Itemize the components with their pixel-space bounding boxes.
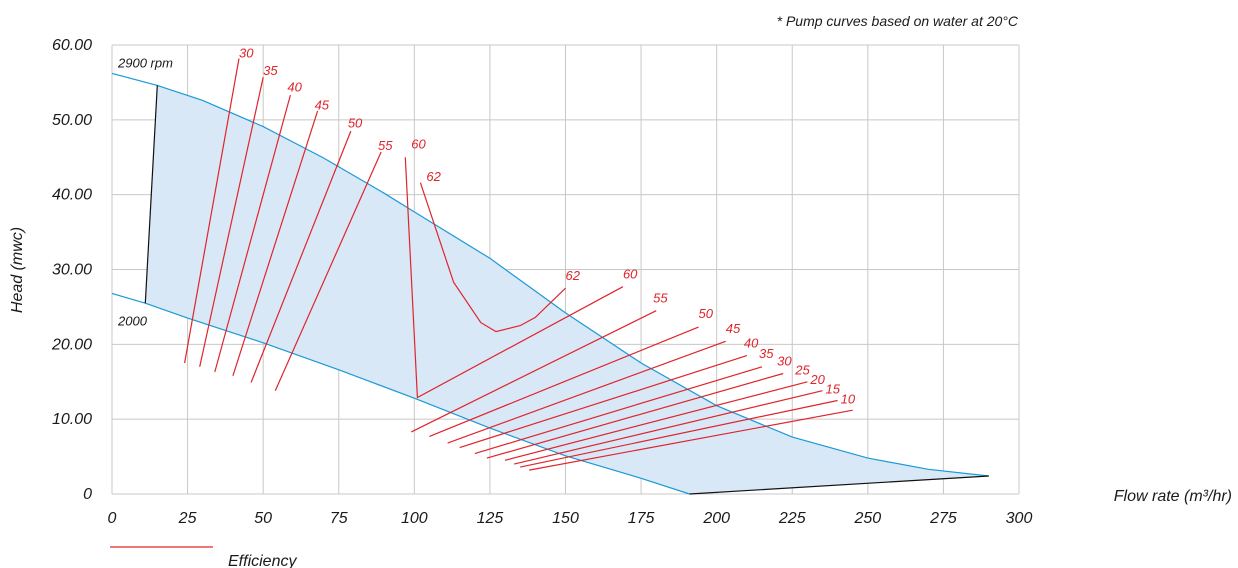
- efficiency-label: 10: [841, 391, 856, 406]
- y-tick-label: 10.00: [52, 411, 92, 428]
- legend-efficiency-label: Efficiency: [228, 553, 297, 568]
- efficiency-line-15: [520, 399, 838, 468]
- efficiency-line-40: [214, 94, 291, 373]
- speed-curve-lower: [111, 292, 690, 495]
- y-tick-label: 50.00: [52, 112, 92, 129]
- efficiency-line-55: [411, 310, 657, 433]
- efficiency-label: 45: [726, 321, 741, 336]
- x-tick-label: 250: [853, 510, 881, 527]
- x-tick-label: 125: [477, 510, 504, 527]
- legend: Efficiency: [110, 546, 297, 568]
- efficiency-label: 50: [348, 115, 363, 130]
- y-tick-label: 30.00: [52, 262, 92, 279]
- efficiency-label: 30: [777, 353, 792, 368]
- operating-area: [145, 85, 989, 495]
- efficiency-label: 25: [794, 362, 810, 377]
- efficiency-line-45: [232, 110, 319, 376]
- efficiency-label: 50: [699, 306, 714, 321]
- x-tick-label: 0: [108, 510, 117, 527]
- efficiency-label: 55: [378, 138, 393, 153]
- efficiency-line-50: [250, 130, 352, 383]
- efficiency-label: 55: [653, 290, 668, 305]
- boundary-line: [144, 85, 158, 304]
- efficiency-label: 60: [411, 136, 426, 151]
- y-tick-label: 60.00: [52, 37, 92, 54]
- speed-curve-upper: [111, 72, 989, 477]
- efficiency-label: 35: [263, 63, 278, 78]
- x-tick-label: 200: [702, 510, 730, 527]
- efficiency-line-25: [504, 381, 808, 461]
- efficiency-label: 62: [426, 169, 441, 184]
- axis-ticks: 0 25 50 75 100 125 150 175 200 225 250 275 300 0 10.00…: [51, 37, 1032, 527]
- x-tick-label: 75: [330, 510, 348, 527]
- speed-curve-label: 2900 rpm: [117, 55, 173, 70]
- chart-note: * Pump curves based on water at 20°C: [777, 13, 1019, 29]
- efficiency-label: 60: [623, 266, 638, 281]
- y-axis-title: Head (mwc): [9, 227, 26, 313]
- efficiency-line-55: [274, 151, 382, 391]
- x-tick-label: 300: [1006, 510, 1033, 527]
- speed-curve-label: 2000: [117, 313, 148, 328]
- x-tick-label: 150: [552, 510, 579, 527]
- efficiency-label: 45: [315, 97, 330, 112]
- efficiency-line-50: [429, 326, 699, 437]
- efficiency-line-30: [184, 58, 240, 364]
- efficiency-line-30: [486, 372, 784, 459]
- efficiency-line-62: [419, 182, 566, 333]
- efficiency-label: 40: [744, 335, 759, 350]
- efficiency-line-40: [459, 355, 748, 449]
- efficiency-line-35: [199, 77, 264, 367]
- efficiency-label: 30: [239, 46, 254, 61]
- efficiency-line-20: [513, 390, 823, 465]
- efficiency-label: 20: [809, 372, 825, 387]
- efficiency-label: 40: [287, 79, 302, 94]
- x-tick-label: 50: [254, 510, 272, 527]
- x-tick-label: 275: [929, 510, 957, 527]
- x-tick-label: 100: [401, 510, 428, 527]
- efficiency-label: 62: [566, 268, 581, 283]
- x-tick-label: 175: [628, 510, 655, 527]
- x-axis-title: Flow rate (m³/hr): [1114, 488, 1232, 505]
- y-tick-label: 20.00: [51, 336, 92, 353]
- x-tick-label: 225: [778, 510, 806, 527]
- y-tick-label: 40.00: [52, 187, 92, 204]
- efficiency-line-10: [529, 409, 853, 471]
- grid: [111, 44, 1020, 495]
- y-tick-label: 0: [83, 486, 92, 503]
- efficiency-label: 15: [826, 382, 841, 397]
- efficiency-line-35: [474, 366, 763, 455]
- operating-boundaries: [144, 85, 989, 495]
- efficiency-line-45: [447, 340, 726, 444]
- efficiency-label: 35: [759, 346, 774, 361]
- boundary-line: [689, 475, 989, 495]
- speed-curves: 2900 rpm 2000: [111, 55, 989, 495]
- x-tick-label: 25: [178, 510, 197, 527]
- efficiency-line-60: [404, 157, 624, 399]
